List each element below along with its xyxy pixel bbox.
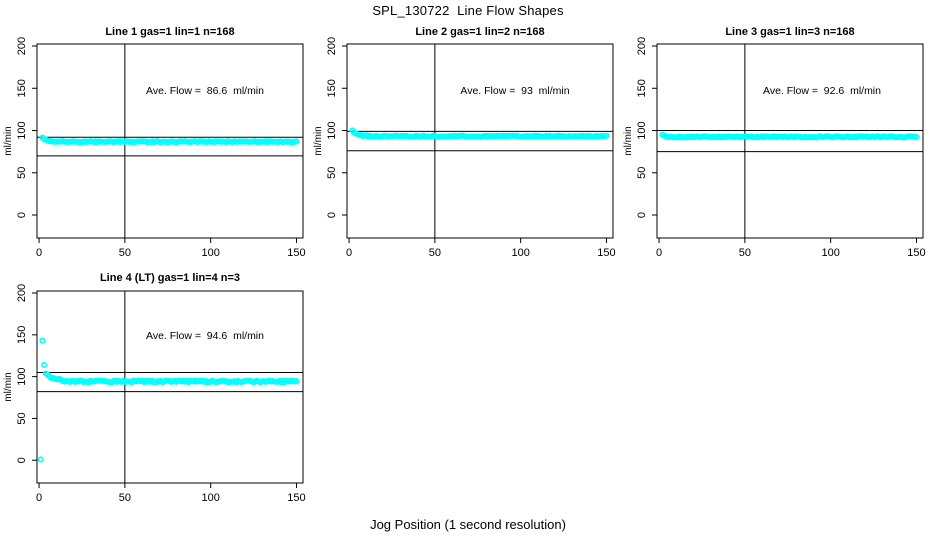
- data-points: [39, 134, 300, 146]
- panel-3-ave-flow-annotation: Ave. Flow = 92.6 ml/min: [763, 85, 881, 97]
- x-tick-label: 0: [36, 247, 42, 259]
- y-tick-label: 0: [16, 212, 28, 218]
- y-axis-label: ml/min: [3, 126, 14, 155]
- x-tick-label: 150: [287, 492, 305, 504]
- y-tick-label: 50: [636, 167, 648, 179]
- y-tick-label: 0: [16, 457, 28, 463]
- panel-3-title: Line 3 gas=1 lin=3 n=168: [725, 26, 855, 38]
- y-axis-label: ml/min: [3, 372, 14, 401]
- plot-box: [656, 43, 924, 239]
- panel-2-title: Line 2 gas=1 lin=2 n=168: [415, 26, 545, 38]
- y-tick-label: 200: [636, 37, 648, 55]
- panel-2-plot: 0 50 100 150 0 50 100 150 200 ml/min: [313, 37, 616, 259]
- x-tick-label: 50: [119, 247, 131, 259]
- y-tick-label: 150: [636, 79, 648, 97]
- x-tick-label: 50: [739, 247, 751, 259]
- x-tick-label: 100: [511, 247, 529, 259]
- plot-box: [36, 290, 304, 484]
- x-tick-label: 0: [656, 247, 662, 259]
- y-tick-label: 150: [16, 79, 28, 97]
- y-tick-label: 100: [636, 121, 648, 139]
- data-point-outlier: [41, 361, 48, 368]
- plot-box: [346, 43, 614, 239]
- y-axis-label: ml/min: [313, 126, 324, 155]
- y-tick-label: 150: [326, 79, 338, 97]
- data-point-outlier: [37, 456, 44, 463]
- plot-box: [36, 43, 304, 239]
- y-tick-label: 200: [326, 37, 338, 55]
- x-axis-label: Jog Position (1 second resolution): [370, 517, 566, 532]
- y-tick-label: 100: [326, 121, 338, 139]
- y-tick-label: 50: [16, 412, 28, 424]
- panel-4-title: Line 4 (LT) gas=1 lin=4 n=3: [99, 272, 241, 284]
- x-tick-label: 100: [821, 247, 839, 259]
- panel-1-title: Line 1 gas=1 lin=1 n=168: [105, 26, 235, 38]
- y-tick-label: 100: [16, 367, 28, 385]
- panel-3-plot: 0 50 100 150 0 50 100 150 200 ml/min: [623, 37, 926, 259]
- x-tick-label: 0: [36, 492, 42, 504]
- y-tick-label: 100: [16, 121, 28, 139]
- data-point: [913, 134, 920, 141]
- panel-4-plot: 0 50 100 150 0 50 100 150 200 ml/min: [3, 284, 306, 504]
- data-points: [349, 127, 610, 140]
- data-point: [293, 377, 300, 385]
- panel-1-ave-flow-annotation: Ave. Flow = 86.6 ml/min: [146, 85, 264, 97]
- data-point: [293, 138, 300, 145]
- y-tick-label: 0: [636, 212, 648, 218]
- x-tick-label: 100: [201, 247, 219, 259]
- figure-title: SPL_130722 Line Flow Shapes: [372, 3, 564, 18]
- x-tick-label: 50: [429, 247, 441, 259]
- y-tick-label: 50: [16, 167, 28, 179]
- x-tick-label: 150: [907, 247, 925, 259]
- y-tick-label: 150: [16, 326, 28, 344]
- y-axis-label: ml/min: [623, 126, 634, 155]
- x-tick-label: 50: [119, 492, 131, 504]
- data-points: [37, 337, 300, 463]
- panel-4-ave-flow-annotation: Ave. Flow = 94.6 ml/min: [146, 330, 264, 342]
- x-tick-label: 150: [597, 247, 615, 259]
- data-point-outlier: [39, 337, 46, 344]
- x-tick-label: 150: [287, 247, 305, 259]
- data-point: [603, 132, 610, 139]
- panel-2-ave-flow-annotation: Ave. Flow = 93 ml/min: [460, 85, 570, 97]
- y-tick-label: 0: [326, 212, 338, 218]
- y-tick-label: 200: [16, 37, 28, 55]
- y-tick-label: 50: [326, 167, 338, 179]
- data-points: [659, 131, 920, 141]
- panel-1-plot: 0 50 100 150 0 50 100 150 200 ml/min: [3, 37, 306, 259]
- x-tick-label: 100: [201, 492, 219, 504]
- y-tick-label: 200: [16, 284, 28, 302]
- x-tick-label: 0: [346, 247, 352, 259]
